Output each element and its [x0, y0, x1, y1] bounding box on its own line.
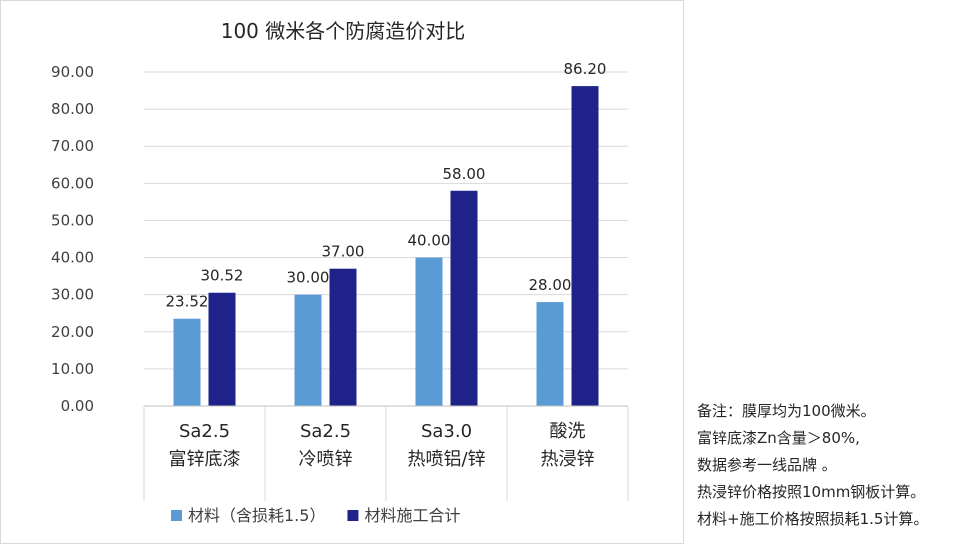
y-tick-label: 40.00 [51, 249, 94, 267]
category-label: Sa2.5 [300, 421, 351, 442]
y-tick-label: 90.00 [51, 63, 94, 81]
category-label: 富锌底漆 [169, 449, 241, 470]
bar [173, 318, 201, 406]
y-tick-label: 50.00 [51, 211, 94, 229]
category-label: 热浸锌 [541, 449, 595, 470]
legend-label: 材料施工合计 [364, 506, 460, 525]
y-tick-label: 70.00 [51, 137, 94, 155]
data-label: 37.00 [322, 243, 365, 261]
y-tick-label: 10.00 [51, 360, 94, 378]
bar [450, 190, 478, 406]
bar [294, 294, 322, 406]
data-label: 30.00 [287, 269, 330, 287]
data-label: 30.52 [201, 267, 244, 285]
note-line: 材料+施工价格按照损耗1.5计算。 [697, 510, 929, 528]
chart-frame: 100 微米各个防腐造价对比 0.00 10.00 20.00 30.00 40.00 5… [0, 0, 684, 544]
y-tick-label: 20.00 [51, 323, 94, 341]
legend: 材料（含损耗1.5） 材料施工合计 [171, 506, 460, 525]
y-tick-label: 60.00 [51, 174, 94, 192]
note-line: 数据参考一线品牌 。 [697, 456, 837, 474]
y-tick-label: 0.00 [61, 397, 94, 415]
data-label: 58.00 [443, 165, 486, 183]
category-label: 冷喷锌 [299, 449, 353, 470]
legend-label: 材料（含损耗1.5） [188, 506, 325, 525]
bar [329, 268, 357, 406]
y-axis-ticks: 0.00 10.00 20.00 30.00 40.00 50.00 60.00 70.00 8… [51, 63, 94, 415]
note-line: 富锌底漆Zn含量＞80%, [697, 429, 860, 447]
data-label: 40.00 [408, 232, 451, 250]
bars [173, 86, 599, 406]
legend-swatch [347, 510, 359, 521]
bar [415, 257, 443, 406]
y-tick-label: 80.00 [51, 100, 94, 118]
note-line: 备注：膜厚均为100微米。 [697, 402, 876, 420]
bar [571, 86, 599, 406]
data-label: 28.00 [529, 276, 572, 294]
data-labels: 23.52 30.52 30.00 37.00 40.00 58.00 28.00 86.20 [166, 60, 607, 311]
note-line: 热浸锌价格按照10mm钢板计算。 [697, 483, 926, 501]
category-label: Sa3.0 [421, 421, 472, 442]
y-tick-label: 30.00 [51, 286, 94, 304]
bar-chart: 0.00 10.00 20.00 30.00 40.00 50.00 60.00 70.00 8… [51, 60, 629, 525]
x-axis [143, 405, 629, 501]
bar [536, 302, 564, 406]
notes-panel: 备注：膜厚均为100微米。 富锌底漆Zn含量＞80%, 数据参考一线品牌 。 热… [697, 398, 953, 533]
data-label: 23.52 [166, 293, 209, 311]
bar [208, 292, 236, 406]
data-label: 86.20 [564, 60, 607, 78]
chart-title: 100 微米各个防腐造价对比 [220, 19, 466, 43]
category-label: 酸洗 [550, 421, 586, 442]
category-label: 热喷铝/锌 [407, 449, 485, 470]
legend-swatch [171, 510, 182, 521]
category-label: Sa2.5 [179, 421, 230, 442]
